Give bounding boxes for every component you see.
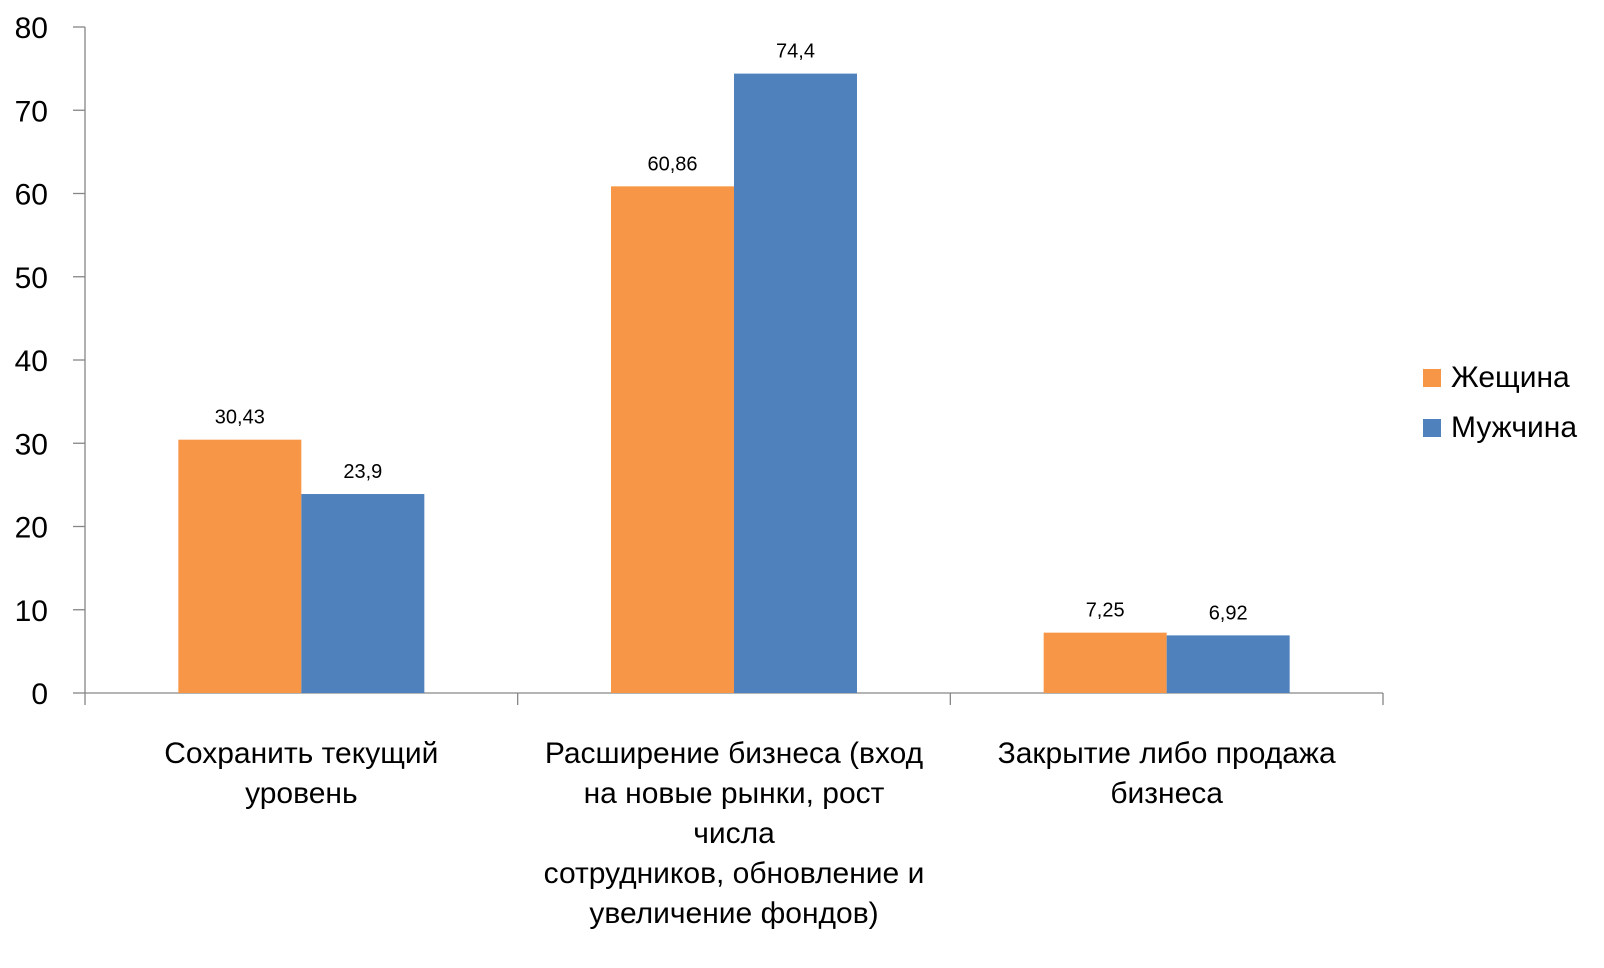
x-category-label-line: числа (693, 817, 775, 850)
data-label: 6,92 (1209, 602, 1248, 624)
data-label: 7,25 (1086, 600, 1125, 622)
y-tick-label: 60 (15, 179, 48, 212)
x-category-label-line: сотрудников, обновление и (543, 857, 925, 890)
x-category-label: Расширение бизнеса (вход на новые рынки, … (519, 734, 949, 934)
x-category-label-line: увеличение фондов) (589, 897, 879, 930)
y-tick-label: 70 (15, 95, 48, 128)
bar (301, 494, 425, 693)
x-category-label-line: бизнеса (1110, 777, 1223, 810)
data-label: 30,43 (215, 407, 265, 429)
x-category-label-line: Закрытие либо продажа (997, 737, 1336, 770)
bar (1043, 632, 1167, 693)
legend-item-series-0: Жещина (1423, 353, 1577, 403)
data-label: 60,86 (647, 153, 697, 175)
legend-swatch-1 (1423, 419, 1441, 437)
bar (611, 186, 734, 693)
bar (1166, 635, 1290, 693)
y-tick-label: 80 (15, 12, 48, 45)
data-label: 23,9 (343, 461, 382, 483)
data-label: 74,4 (776, 41, 815, 63)
y-tick-label: 30 (15, 428, 48, 461)
x-category-label: Закрытие либо продажа бизнеса (952, 734, 1382, 814)
y-tick-label: 0 (31, 678, 48, 711)
legend-swatch-0 (1423, 369, 1441, 387)
y-tick-label: 20 (15, 512, 48, 545)
x-category-label-line: Расширение бизнеса (вход (544, 737, 924, 770)
legend-item-series-1: Мужчина (1423, 403, 1577, 453)
x-category-label: Сохранить текущий уровень (86, 734, 516, 814)
legend-label-1: Мужчина (1451, 411, 1578, 444)
bar (734, 73, 857, 694)
x-category-label-line: Сохранить текущий (164, 737, 439, 770)
bar (178, 439, 302, 693)
y-tick-label: 50 (15, 262, 48, 295)
y-tick-label: 10 (15, 595, 48, 628)
x-category-label-line: на новые рынки, рост (583, 777, 885, 810)
legend: Жещина Мужчина (1423, 353, 1577, 453)
y-tick-label: 40 (15, 345, 48, 378)
x-category-label-line: уровень (245, 777, 358, 810)
legend-label-0: Жещина (1451, 361, 1570, 394)
